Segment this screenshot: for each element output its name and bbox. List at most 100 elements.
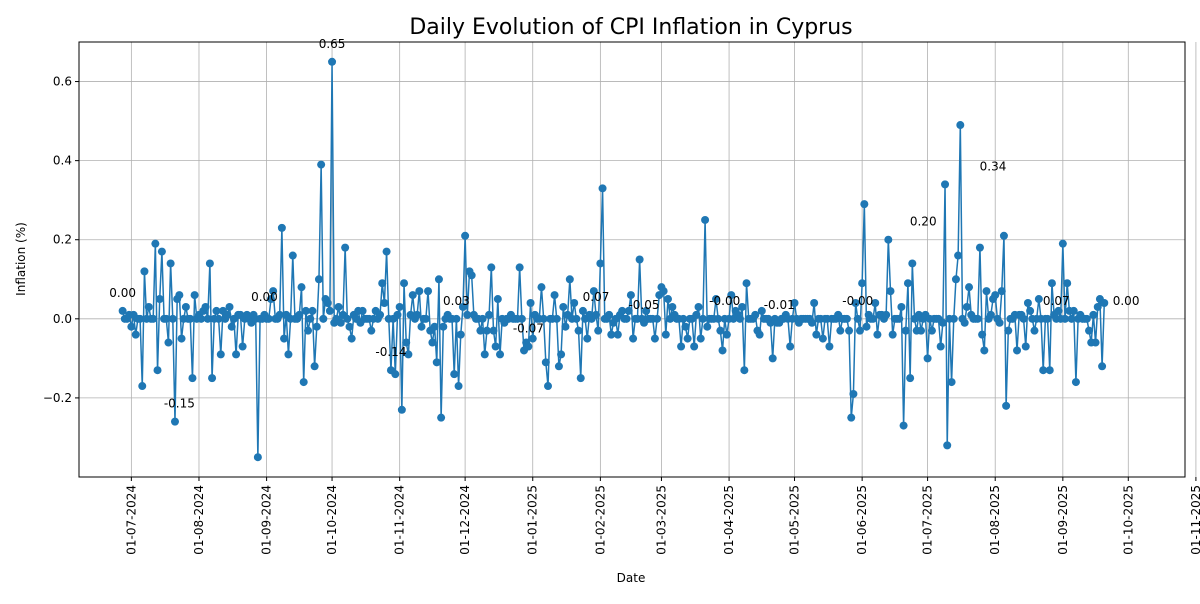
data-point [1069,306,1078,315]
data-point [906,374,915,383]
data-point [205,259,214,268]
data-point [982,287,991,296]
x-tick-label: 01-04-2025 [722,485,736,555]
x-tick-label: 01-11-2024 [393,485,407,555]
data-point [1093,302,1102,311]
data-point [947,378,956,387]
data-point [716,326,725,335]
data-point [711,295,720,304]
data-point [380,299,389,307]
data-point [899,421,908,430]
data-point [886,287,895,296]
x-tick-label: 01-01-2025 [526,485,540,555]
data-point [1019,314,1028,323]
data-point [336,318,345,327]
data-point [683,334,692,343]
data-point [583,334,592,343]
data-point [277,223,286,232]
data-point [395,302,404,311]
data-point [489,326,498,335]
data-point [144,302,153,311]
data-point [253,453,262,462]
data-point [962,302,971,311]
data-point [653,314,662,323]
data-point [408,291,417,300]
data-point [938,318,947,327]
data-point [162,314,171,323]
data-point [917,326,926,335]
data-point [786,342,795,351]
data-point [280,334,289,343]
data-point [347,334,356,343]
y-axis-title: Inflation (%) [14,222,28,296]
data-point [439,322,448,331]
data-point [860,200,869,209]
data-point [853,314,862,323]
data-point [1071,378,1080,387]
data-point [1030,326,1039,335]
data-label: 0.65 [319,37,346,51]
data-point [151,239,160,248]
data-point [223,310,232,319]
data-point [701,215,710,224]
data-point [140,267,149,276]
data-point [227,322,236,331]
data-point [629,334,638,343]
data-point [197,314,206,323]
data-point [317,160,326,169]
data-point [476,326,485,335]
data-label: 0.07 [1043,294,1070,308]
data-point [677,342,686,351]
data-point [301,306,310,315]
data-point [807,318,816,327]
data-point [493,295,502,304]
data-point [751,310,760,319]
data-point [537,283,546,292]
data-point [845,326,854,335]
data-point [873,330,882,339]
data-point [1004,326,1013,335]
data-point [264,314,273,323]
data-point [175,291,184,300]
data-point [862,322,871,331]
data-point [177,334,186,343]
data-point [975,243,984,252]
data-point [452,314,461,323]
data-point [858,279,867,288]
data-point [400,279,409,288]
data-point [432,358,441,367]
data-point [382,247,391,256]
data-point [166,259,175,268]
data-point [755,330,764,339]
data-label: 0.07 [583,290,610,304]
data-point [810,299,819,307]
data-point [323,299,332,307]
data-point [869,314,878,323]
data-point [768,354,777,363]
data-point [1054,306,1063,315]
x-tick-label: 01-06-2025 [855,485,869,555]
data-point [1034,295,1043,304]
data-point [1100,299,1109,307]
data-point [203,314,212,323]
data-point [201,302,210,311]
x-tick-label: 01-12-2024 [458,485,472,555]
data-point [986,310,995,319]
plot-frame [78,41,1186,478]
data-point [927,326,936,335]
data-point [594,326,603,335]
data-point [668,302,677,311]
data-point [1023,299,1032,307]
data-point [299,378,308,387]
data-point [458,302,467,311]
data-point [836,326,845,335]
data-point [358,306,367,315]
data-point [212,306,221,315]
data-point [622,314,631,323]
data-point [1058,239,1067,248]
x-tick-label: 01-07-2025 [921,485,935,555]
data-point [467,271,476,280]
data-point [757,306,766,315]
